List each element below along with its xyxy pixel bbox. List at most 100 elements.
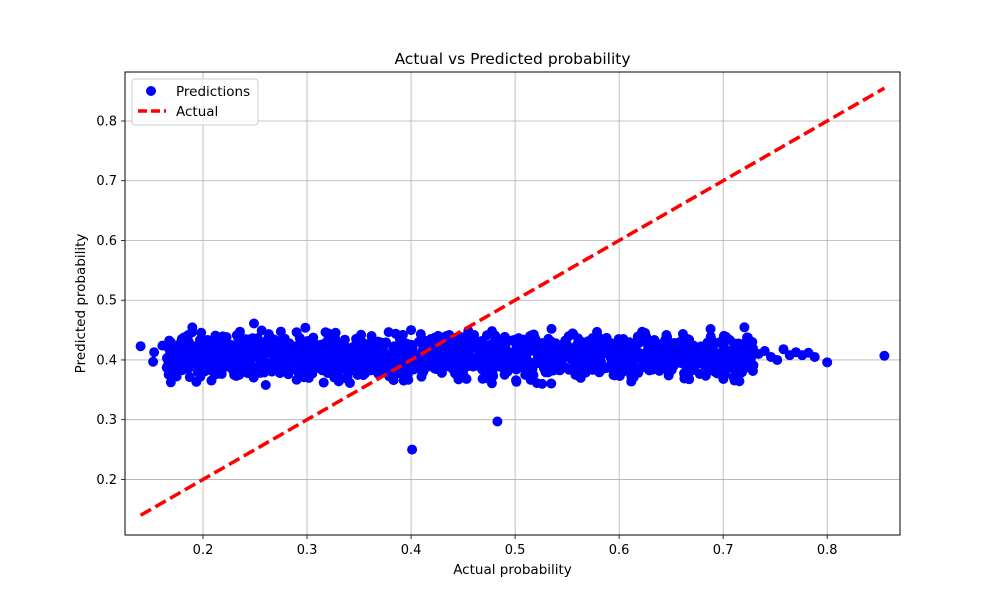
prediction-point (397, 351, 408, 362)
prediction-point (361, 356, 372, 367)
y-tick-label: 0.3 (96, 413, 117, 428)
prediction-point (367, 342, 378, 353)
prediction-point (537, 378, 548, 389)
prediction-point (275, 326, 286, 337)
prediction-point (335, 353, 346, 364)
prediction-point (743, 351, 754, 362)
prediction-point (291, 374, 302, 385)
prediction-point (489, 343, 500, 354)
prediction-point (703, 364, 714, 375)
prediction-point (736, 343, 747, 354)
prediction-point (520, 363, 531, 374)
prediction-point (607, 351, 618, 362)
prediction-point (566, 354, 577, 365)
prediction-point (526, 340, 537, 351)
prediction-point (809, 351, 820, 362)
prediction-point (546, 323, 557, 334)
prediction-point (576, 337, 587, 348)
prediction-point (265, 341, 276, 352)
prediction-point (495, 359, 506, 370)
prediction-point (184, 372, 195, 383)
prediction-point (432, 347, 443, 358)
x-axis-ticks: 0.2 0.3 0.4 0.5 0.6 0.7 0.8 (193, 535, 838, 558)
prediction-point (543, 333, 554, 344)
legend-label-predictions: Predictions (176, 84, 250, 100)
prediction-point (540, 367, 551, 378)
actual-line (139, 86, 886, 517)
prediction-point (879, 350, 890, 361)
prediction-point (157, 340, 168, 351)
prediction-point (601, 332, 612, 343)
prediction-point (287, 359, 298, 370)
prediction-point (281, 338, 292, 349)
prediction-point (614, 344, 625, 355)
prediction-point (316, 340, 327, 351)
prediction-point (620, 357, 631, 368)
prediction-point (322, 368, 333, 379)
prediction-point (747, 337, 758, 348)
prediction-point (360, 368, 371, 379)
prediction-point (303, 362, 314, 373)
prediction-point (170, 344, 181, 355)
prediction-point (645, 341, 656, 352)
prediction-point (511, 376, 522, 387)
prediction-point (407, 340, 418, 351)
predictions-points (135, 318, 890, 455)
prediction-point (701, 351, 712, 362)
prediction-point (381, 337, 392, 348)
prediction-point (162, 360, 173, 371)
prediction-point (325, 344, 336, 355)
legend-box (131, 78, 259, 126)
prediction-point (221, 332, 232, 343)
prediction-point (149, 347, 160, 358)
prediction-point (304, 347, 315, 358)
prediction-point (259, 357, 270, 368)
prediction-point (739, 322, 750, 333)
prediction-point (641, 331, 652, 342)
prediction-point (682, 335, 693, 346)
prediction-point (391, 341, 402, 352)
prediction-point (196, 327, 207, 338)
prediction-point (294, 332, 305, 343)
prediction-point (476, 350, 487, 361)
prediction-point (354, 338, 365, 349)
prediction-point (341, 363, 352, 374)
prediction-point (298, 369, 309, 380)
prediction-point (327, 359, 338, 370)
prediction-point (713, 360, 724, 371)
prediction-point (626, 348, 637, 359)
prediction-point (705, 331, 716, 342)
prediction-point (714, 351, 725, 362)
prediction-point (483, 369, 494, 380)
prediction-point (390, 328, 401, 339)
prediction-point (372, 357, 383, 368)
prediction-point (574, 345, 585, 356)
prediction-point (234, 369, 245, 380)
prediction-point (570, 369, 581, 380)
y-tick-label: 0.2 (96, 473, 117, 488)
prediction-point (719, 335, 730, 346)
prediction-point (651, 351, 662, 362)
prediction-point (772, 354, 783, 365)
prediction-point (707, 344, 718, 355)
prediction-point (591, 337, 602, 348)
x-tick-label: 0.2 (193, 543, 214, 558)
prediction-point (822, 357, 833, 368)
prediction-point (416, 371, 427, 382)
prediction-point (657, 338, 668, 349)
y-axis-label: Predicted probability (73, 234, 89, 374)
prediction-point (470, 357, 481, 368)
prediction-point (187, 347, 198, 358)
prediction-point (514, 345, 525, 356)
x-tick-label: 0.8 (817, 543, 838, 558)
x-tick-label: 0.7 (713, 543, 734, 558)
prediction-point (614, 371, 625, 382)
prediction-point (253, 345, 264, 356)
prediction-point (164, 350, 175, 361)
prediction-point (453, 357, 464, 368)
prediction-point (418, 335, 429, 346)
prediction-point (729, 375, 740, 386)
legend-label-actual: Actual (176, 104, 218, 120)
prediction-point (203, 359, 214, 370)
prediction-point (248, 318, 259, 329)
